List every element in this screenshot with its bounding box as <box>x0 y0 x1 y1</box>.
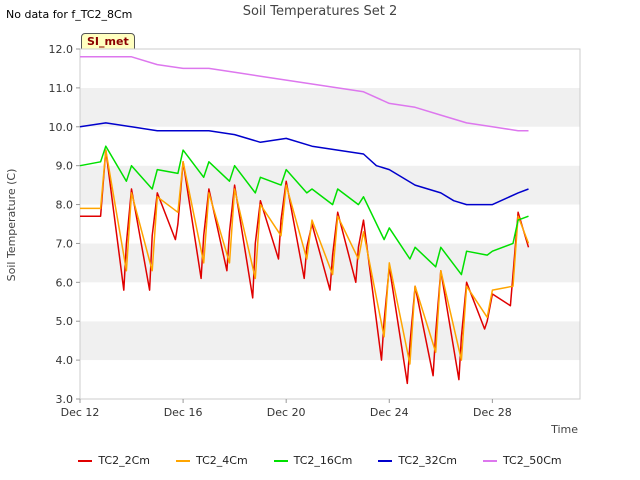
legend-item: TC2_2Cm <box>78 454 150 467</box>
y-tick-label: 4.0 <box>56 354 74 367</box>
site-badge: SI_met <box>81 33 135 50</box>
y-tick-label: 6.0 <box>56 276 74 289</box>
x-tick-label: Dec 20 <box>267 406 306 419</box>
y-tick-label: 3.0 <box>56 393 74 406</box>
x-axis-label: Time <box>550 423 578 436</box>
legend-swatch <box>378 459 393 462</box>
legend-label: TC2_4Cm <box>196 454 248 467</box>
y-axis-label: Soil Temperature (C) <box>5 169 18 282</box>
grid-band <box>80 49 580 88</box>
grid-band <box>80 87 580 127</box>
legend-swatch <box>176 459 191 462</box>
legend-item: TC2_32Cm <box>378 454 457 467</box>
x-tick-label: Dec 12 <box>61 406 100 419</box>
legend-swatch <box>482 459 497 462</box>
series-line-tc2-32cm <box>79 122 529 206</box>
y-tick-label: 9.0 <box>56 160 74 173</box>
x-tick-label: Dec 28 <box>473 406 512 419</box>
series-line-tc2-50cm <box>80 56 529 132</box>
no-data-message: No data for f_TC2_8Cm <box>6 8 133 21</box>
series-line-tc2-16cm <box>79 145 529 276</box>
legend-item: TC2_50Cm <box>482 454 562 467</box>
legend-label: TC2_32Cm <box>398 454 457 467</box>
plot-frame <box>79 48 581 400</box>
y-tick-label: 5.0 <box>56 315 74 328</box>
legend-label: TC2_50Cm <box>502 454 562 467</box>
grid-band <box>80 126 580 166</box>
grid-band <box>80 204 580 244</box>
y-tick-label: 8.0 <box>56 199 74 212</box>
y-tick-label: 7.0 <box>56 237 74 250</box>
x-tick-label: Dec 16 <box>164 406 203 419</box>
series-line-tc2-4cm <box>80 149 530 365</box>
chart-title: Soil Temperatures Set 2 <box>242 4 398 19</box>
plot-background-bands <box>80 49 580 399</box>
legend-swatch <box>78 459 93 462</box>
legend-item: TC2_16Cm <box>273 454 353 467</box>
y-tick-label: 11.0 <box>49 82 74 95</box>
grid-band <box>80 321 580 361</box>
series-lines <box>79 56 530 385</box>
x-axis-ticks: Dec 12 Dec 16 Dec 20 Dec 24 Dec 28 <box>61 399 512 419</box>
x-tick-label: Dec 24 <box>370 406 409 419</box>
legend-label: TC2_2Cm <box>98 454 151 467</box>
grid-band <box>80 243 580 283</box>
y-tick-label: 12.0 <box>49 43 74 56</box>
legend-swatch <box>273 459 288 462</box>
legend-label: TC2_16Cm <box>293 454 353 467</box>
grid-band <box>80 165 580 205</box>
y-tick-label: 10.0 <box>49 121 74 134</box>
legend-item: TC2_4Cm <box>176 454 248 467</box>
y-axis-ticks: 3.0 4.0 5.0 6.0 7.0 8.0 9.0 10.0 11.0 12.0 <box>49 43 80 406</box>
chart-legend: TC2_2Cm TC2_4Cm TC2_16Cm TC2_32Cm TC2_50Cm <box>0 454 640 467</box>
grid-band <box>80 360 580 399</box>
